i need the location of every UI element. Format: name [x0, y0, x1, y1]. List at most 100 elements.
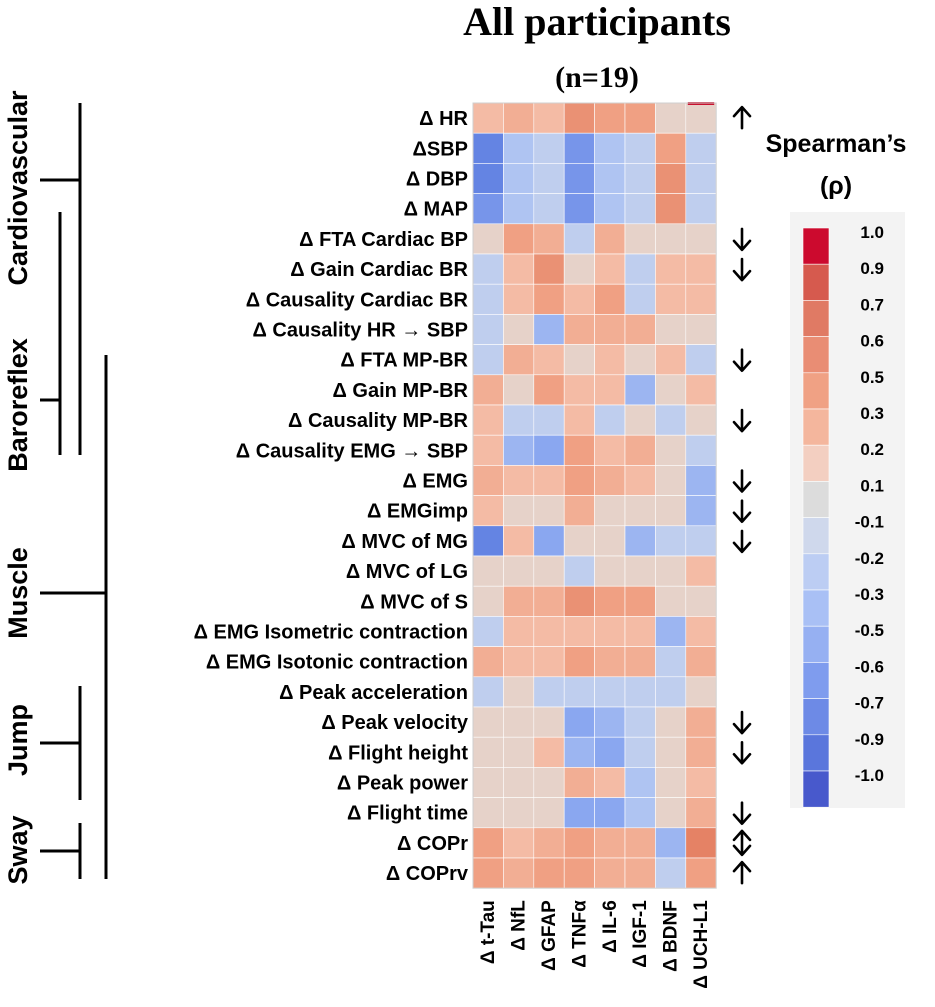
cell-copr-il-6 — [594, 827, 626, 859]
color-legend: 1.0 0.9 0.7 0.6 0.5 0.3 0.2 0.1 -0.1 -0.2 -0.3 -0.5… — [802, 223, 884, 808]
cell-mvc-of-s-uch-l1 — [685, 585, 717, 617]
group-label-jump: Jump — [3, 704, 33, 776]
cell-map-il-6 — [594, 193, 626, 225]
row-label-map: Δ MAP — [404, 199, 468, 221]
cell-sbp-gfap — [533, 132, 565, 164]
cell-causality-cardiac-br-igf-1 — [624, 283, 656, 315]
legend-swatch-6 — [802, 444, 830, 482]
cell-emgimp-gfap — [533, 495, 565, 527]
cell-emgimp-bdnf — [655, 495, 687, 527]
cell-map-uch-l1 — [685, 193, 717, 225]
row-label-emg-isometric-contraction: Δ EMG Isometric contraction — [194, 622, 468, 644]
row-label-mvc-of-lg: Δ MVC of LG — [346, 561, 468, 583]
cell-causality-hr-sbp-uch-l1 — [685, 314, 717, 345]
cell-peak-acceleration-t-tau — [472, 676, 504, 708]
cell-mvc-of-mg-igf-1 — [624, 525, 656, 557]
row-label-gain-mp-br: Δ Gain MP-BR — [333, 380, 469, 402]
cell-emg-isometric-contraction-t-tau — [472, 616, 504, 647]
row-labels: Δ HR ΔSBP Δ DBP Δ MAP Δ FTA Cardiac BP Δ Gain… — [194, 108, 469, 885]
cell-hr-nfl — [503, 102, 535, 134]
cell-flight-time-bdnf — [655, 797, 687, 829]
cell-coprv-uch-l1 — [685, 857, 717, 889]
col-label-bdnf: Δ BDNF — [661, 900, 682, 972]
cell-map-tnf — [563, 193, 595, 225]
legend-tick-4: 0.5 — [860, 368, 884, 387]
cell-coprv-igf-1 — [624, 857, 656, 889]
cell-emgimp-il-6 — [594, 495, 626, 527]
group-label-muscle: Muscle — [3, 547, 33, 639]
cell-mvc-of-mg-uch-l1 — [685, 525, 717, 557]
cell-hr-t-tau — [472, 102, 504, 134]
cell-emg-il-6 — [594, 465, 626, 496]
cell-causality-cardiac-br-nfl — [503, 283, 535, 315]
legend-title-symbol: (ρ) — [820, 172, 852, 200]
arrow-emgimp-down-icon — [732, 499, 752, 523]
cell-map-gfap — [533, 193, 565, 225]
cell-flight-time-tnf — [563, 797, 595, 829]
cell-peak-power-il-6 — [594, 767, 626, 798]
cell-emg-bdnf — [655, 465, 687, 496]
row-label-causality-mp-br: Δ Causality MP-BR — [288, 410, 469, 432]
cell-flight-time-gfap — [533, 797, 565, 829]
arrow-causality-mp-br-down-icon — [732, 408, 752, 433]
cell-gain-mp-br-uch-l1 — [685, 374, 717, 406]
cell-gain-cardiac-br-nfl — [503, 253, 535, 285]
cell-causality-cardiac-br-gfap — [533, 283, 565, 315]
cell-gain-cardiac-br-il-6 — [594, 253, 626, 285]
row-label-causality-hr-sbp: Δ Causality HR → SBP — [252, 320, 468, 342]
cell-fta-cardiac-bp-il-6 — [594, 223, 626, 255]
legend-swatch-11 — [802, 625, 830, 663]
cell-coprv-t-tau — [472, 857, 504, 889]
cell-sbp-nfl — [503, 132, 535, 164]
heatmap-border — [472, 102, 717, 889]
cell-fta-mp-br-il-6 — [594, 344, 626, 376]
cell-causality-hr-sbp-il-6 — [594, 314, 626, 345]
cell-gain-mp-br-bdnf — [655, 374, 687, 406]
row-label-copr: Δ COPr — [397, 833, 468, 855]
cell-gain-mp-br-igf-1 — [624, 374, 656, 406]
row-label-emg-isotonic-contraction: Δ EMG Isotonic contraction — [206, 652, 468, 674]
row-label-fta-cardiac-bp: Δ FTA Cardiac BP — [299, 229, 468, 251]
cell-emg-tnf — [563, 465, 595, 496]
cell-mvc-of-s-nfl — [503, 585, 535, 617]
arrow-copr-updown-icon — [732, 829, 752, 857]
cell-emg-isotonic-contraction-nfl — [503, 646, 535, 678]
cell-peak-acceleration-uch-l1 — [685, 676, 717, 708]
cell-causality-hr-sbp-bdnf — [655, 314, 687, 345]
cell-causality-mp-br-il-6 — [594, 404, 626, 436]
cell-flight-height-uch-l1 — [685, 736, 717, 768]
legend-swatch-0 — [802, 227, 830, 265]
cell-peak-power-bdnf — [655, 767, 687, 798]
group-labels: Cardiovascular Baroreflex Muscle Jump Sw… — [3, 90, 33, 885]
group-brackets — [40, 103, 108, 879]
cell-mvc-of-lg-gfap — [533, 555, 565, 587]
cell-map-igf-1 — [624, 193, 656, 225]
cell-causality-mp-br-igf-1 — [624, 404, 656, 436]
arrow-peak-velocity-down-icon — [732, 710, 752, 735]
legend-swatch-1 — [802, 263, 830, 301]
cell-coprv-nfl — [503, 857, 535, 889]
cell-causality-mp-br-nfl — [503, 404, 535, 436]
col-label-il-6: Δ IL-6 — [600, 900, 621, 953]
cell-copr-t-tau — [472, 827, 504, 859]
cell-fta-mp-br-bdnf — [655, 344, 687, 376]
row-label-coprv: Δ COPrv — [386, 863, 469, 885]
cell-mvc-of-mg-gfap — [533, 525, 565, 557]
heatmap-cells — [472, 102, 717, 889]
cell-mvc-of-lg-bdnf — [655, 555, 687, 587]
cell-mvc-of-mg-nfl — [503, 525, 535, 557]
cell-causality-cardiac-br-t-tau — [472, 283, 504, 315]
cell-gain-mp-br-t-tau — [472, 374, 504, 406]
cell-peak-velocity-gfap — [533, 706, 565, 738]
cell-causality-hr-sbp-tnf — [563, 314, 595, 345]
cell-emgimp-tnf — [563, 495, 595, 527]
cell-peak-acceleration-gfap — [533, 676, 565, 708]
cell-mvc-of-s-tnf — [563, 585, 595, 617]
cell-causality-emg-sbp-il-6 — [594, 434, 626, 466]
cell-emg-isometric-contraction-tnf — [563, 616, 595, 647]
cell-causality-mp-br-bdnf — [655, 404, 687, 436]
significance-arrows — [732, 105, 752, 885]
col-label-t-tau: Δ t-Tau — [478, 900, 499, 964]
cell-mvc-of-s-il-6 — [594, 585, 626, 617]
cell-gain-cardiac-br-uch-l1 — [685, 253, 717, 285]
